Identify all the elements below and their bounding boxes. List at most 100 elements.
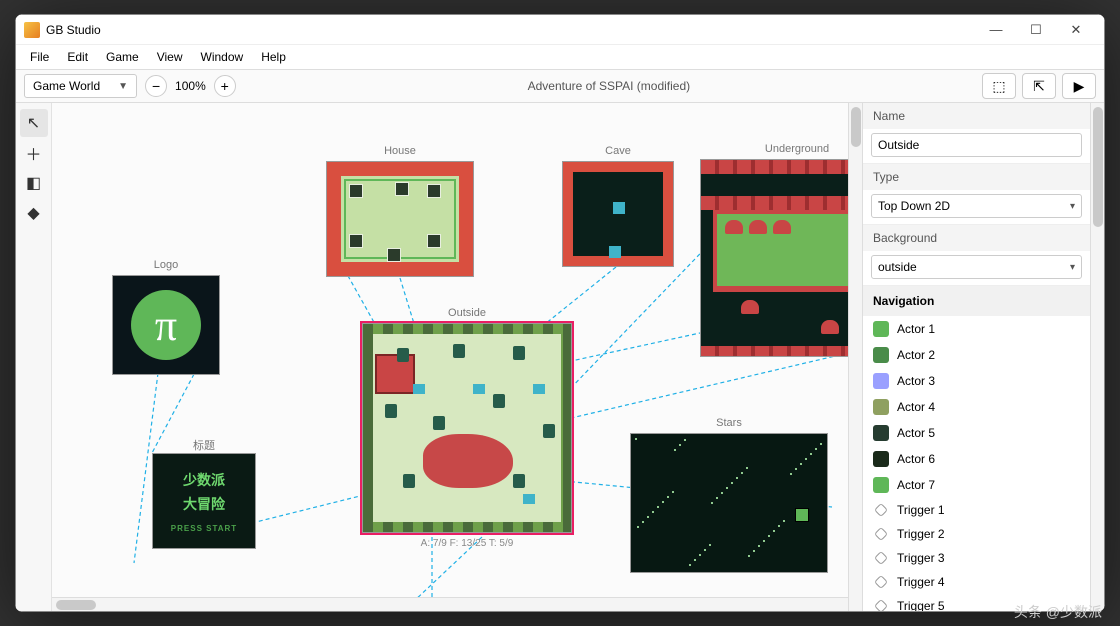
scene-label: Underground [700,143,848,155]
titlebar: GB Studio — ☐ ✕ [16,15,1104,45]
nav-actor[interactable]: Actor 7 [863,472,1090,498]
nav-trigger[interactable]: Trigger 5 [863,594,1090,611]
play-icon: ▶ [1074,78,1085,95]
scene-label: Cave [562,145,674,157]
nav-trigger[interactable]: Trigger 2 [863,522,1090,546]
tool-palette: ↖ ＋ ◧ ◆ [16,103,52,611]
nav-item-label: Actor 6 [897,452,935,466]
zoom-level: 100% [175,79,206,93]
inspector-sidebar: Name Type Top Down 2D ▾ Background outsi… [862,103,1090,611]
scene-stars[interactable]: Stars [630,433,828,573]
scene-under[interactable]: Underground [700,159,848,357]
nav-actor[interactable]: Actor 6 [863,446,1090,472]
nav-actor[interactable]: Actor 1 [863,316,1090,342]
menubar: File Edit Game View Window Help [16,45,1104,69]
plus-icon: ＋ [25,141,41,165]
trigger-icon [874,527,888,541]
nav-actor[interactable]: Actor 5 [863,420,1090,446]
scene-logo[interactable]: Logoπ [112,275,220,375]
app-window: GB Studio — ☐ ✕ File Edit Game View Wind… [15,14,1105,612]
name-label: Name [863,103,1090,129]
trigger-icon [874,575,888,589]
nav-item-label: Trigger 3 [897,551,945,565]
nav-actor[interactable]: Actor 4 [863,394,1090,420]
export-button[interactable]: ⇱ [1022,73,1056,99]
nav-actor[interactable]: Actor 2 [863,342,1090,368]
type-label: Type [863,164,1090,190]
nav-item-label: Actor 4 [897,400,935,414]
sidebar-vertical-scrollbar[interactable] [1090,103,1104,611]
scene-label: Logo [112,259,220,271]
actor-icon [873,451,889,467]
menu-game[interactable]: Game [98,48,147,66]
horizontal-scrollbar[interactable] [52,597,848,611]
erase-tool[interactable]: ◧ [20,169,48,197]
scene-title[interactable]: 标题少数派大冒险PRESS START [152,453,256,549]
chevron-down-icon: ▾ [1070,262,1075,273]
folder-icon: ⬚ [992,78,1005,95]
document-title: Adventure of SSPAI (modified) [244,79,974,93]
chevron-down-icon: ▼ [118,81,128,92]
type-select[interactable]: Top Down 2D ▾ [871,194,1082,218]
nav-item-label: Trigger 4 [897,575,945,589]
mode-label: Game World [33,79,100,93]
select-tool[interactable]: ↖ [20,109,48,137]
navigation-heading: Navigation [863,286,1090,316]
nav-item-label: Actor 1 [897,322,935,336]
app-icon [24,22,40,38]
actor-icon [873,425,889,441]
nav-item-label: Trigger 2 [897,527,945,541]
scene-label: House [326,145,474,157]
scene-house[interactable]: House [326,161,474,277]
menu-view[interactable]: View [149,48,191,66]
name-input[interactable] [871,133,1082,157]
add-tool[interactable]: ＋ [20,139,48,167]
cube-icon: ◆ [27,203,39,223]
eraser-icon: ◧ [26,173,41,193]
nav-trigger[interactable]: Trigger 1 [863,498,1090,522]
nav-item-label: Actor 5 [897,426,935,440]
nav-item-label: Actor 3 [897,374,935,388]
actor-icon [873,399,889,415]
menu-edit[interactable]: Edit [59,48,96,66]
nav-item-label: Actor 7 [897,478,935,492]
close-button[interactable]: ✕ [1056,16,1096,44]
menu-file[interactable]: File [22,48,57,66]
trigger-icon [874,599,888,611]
nav-actor[interactable]: Actor 3 [863,368,1090,394]
window-title: GB Studio [46,23,101,37]
scene-outside[interactable]: OutsideA: 7/9 F: 13/25 T: 5/9 [362,323,572,533]
menu-window[interactable]: Window [193,48,252,66]
mode-dropdown[interactable]: Game World ▼ [24,74,137,98]
folder-button[interactable]: ⬚ [982,73,1016,99]
menu-help[interactable]: Help [253,48,294,66]
actor-icon [873,477,889,493]
chevron-down-icon: ▾ [1070,201,1075,212]
cursor-icon: ↖ [27,113,40,133]
zoom-out-button[interactable]: − [145,75,167,97]
nav-trigger[interactable]: Trigger 4 [863,570,1090,594]
scene-label: Outside [362,307,572,319]
minimize-button[interactable]: — [976,16,1016,44]
nav-trigger[interactable]: Trigger 3 [863,546,1090,570]
nav-item-label: Trigger 1 [897,503,945,517]
toolbar: Game World ▼ − 100% + Adventure of SSPAI… [16,69,1104,103]
collision-tool[interactable]: ◆ [20,199,48,227]
zoom-in-button[interactable]: + [214,75,236,97]
actor-icon [873,373,889,389]
trigger-icon [874,503,888,517]
export-icon: ⇱ [1033,78,1045,95]
scene-label: 标题 [152,437,256,453]
nav-item-label: Trigger 5 [897,599,945,611]
scene-label: Stars [630,417,828,429]
play-button[interactable]: ▶ [1062,73,1096,99]
nav-item-label: Actor 2 [897,348,935,362]
trigger-icon [874,551,888,565]
maximize-button[interactable]: ☐ [1016,16,1056,44]
background-label: Background [863,225,1090,251]
scene-footer: A: 7/9 F: 13/25 T: 5/9 [362,538,572,549]
world-canvas[interactable]: Logoπ标题少数派大冒险PRESS STARTHouseCaveUndergr… [52,103,848,597]
scene-cave[interactable]: Cave [562,161,674,267]
background-select[interactable]: outside ▾ [871,255,1082,279]
canvas-vertical-scrollbar[interactable] [848,103,862,611]
